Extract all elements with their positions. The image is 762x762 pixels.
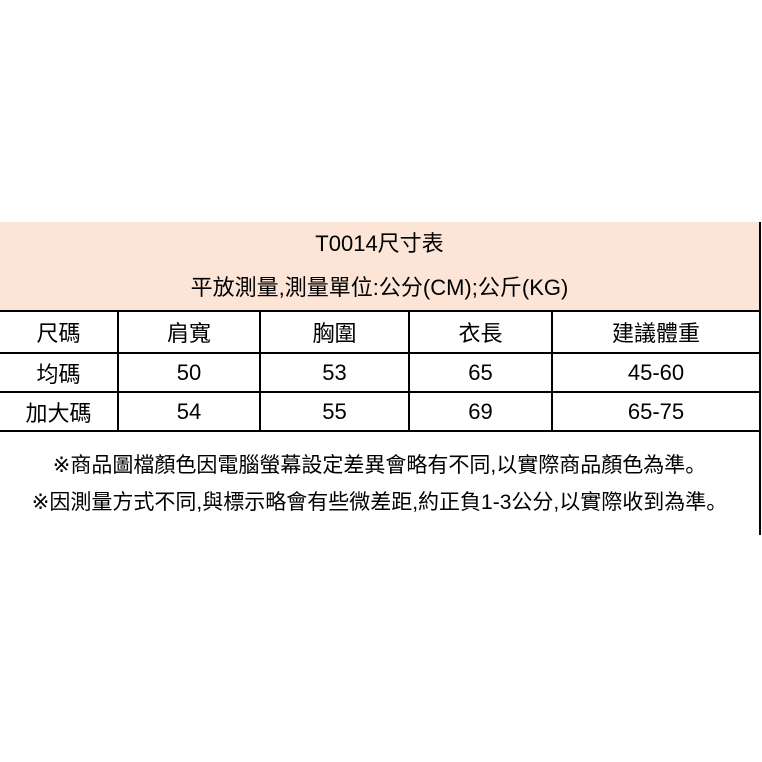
- cell-suggested-weight: 45-60: [627, 359, 685, 385]
- table-row: 均碼 50 53 65 45-60: [0, 354, 759, 393]
- size-chart-panel: T0014尺寸表 平放測量,測量單位:公分(CM);公斤(KG) 尺碼 肩寬 胸…: [0, 222, 761, 535]
- size-table-header-row: 尺碼 肩寬 胸圍 衣長 建議體重: [0, 312, 759, 354]
- cell-size: 均碼: [0, 354, 119, 391]
- note-color-difference: ※商品圖檔顏色因電腦螢幕設定差異會略有不同,以實際商品顏色為準。: [52, 453, 707, 477]
- cell-garment-length: 69: [410, 393, 553, 430]
- size-chart-title: T0014尺寸表: [315, 231, 444, 256]
- disclaimer-notes: ※商品圖檔顏色因電腦螢幕設定差異會略有不同,以實際商品顏色為準。 ※因測量方式不…: [0, 432, 759, 535]
- column-header-size: 尺碼: [0, 312, 119, 352]
- column-header-shoulder-width: 肩寬: [119, 312, 261, 352]
- measurement-unit-subtitle: 平放測量,測量單位:公分(CM);公斤(KG): [190, 275, 569, 300]
- cell-garment-length: 65: [410, 354, 553, 391]
- cell-chest: 55: [261, 393, 410, 430]
- column-header-suggested-weight: 建議體重: [611, 321, 700, 346]
- table-row: 加大碼 54 55 69 65-75: [0, 393, 759, 432]
- note-measurement-tolerance: ※因測量方式不同,與標示略會有些微差距,約正負1-3公分,以實際收到為準。: [31, 490, 728, 514]
- cell-chest: 53: [261, 354, 410, 391]
- cell-shoulder-width: 54: [119, 393, 261, 430]
- cell-shoulder-width: 50: [119, 354, 261, 391]
- size-chart-header: T0014尺寸表 平放測量,測量單位:公分(CM);公斤(KG): [0, 222, 759, 310]
- cell-size: 加大碼: [0, 393, 119, 430]
- column-header-chest: 胸圍: [261, 312, 410, 352]
- cell-suggested-weight: 65-75: [627, 398, 685, 424]
- column-header-garment-length: 衣長: [410, 312, 553, 352]
- size-table: 尺碼 肩寬 胸圍 衣長 建議體重 均碼 50 53 65 45-60 加大碼 5…: [0, 310, 759, 432]
